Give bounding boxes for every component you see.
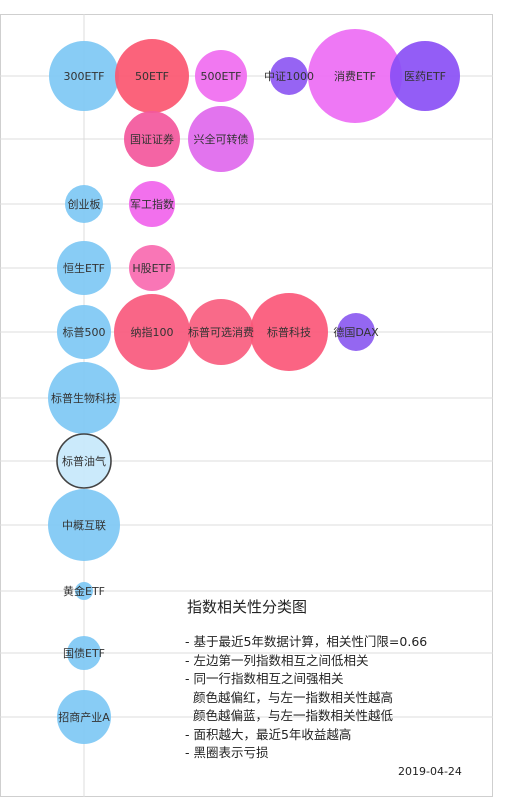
bubble-label: 中证1000 bbox=[264, 70, 314, 83]
bubble-军工指数 bbox=[129, 181, 175, 227]
bubble-标普生物科技 bbox=[48, 362, 120, 434]
bubble-label: 军工指数 bbox=[130, 197, 174, 211]
bubble-标普500 bbox=[57, 305, 111, 359]
bubble-医药ETF bbox=[390, 41, 460, 111]
bubble-纳指100 bbox=[114, 294, 190, 370]
bubble-标普油气 bbox=[56, 433, 112, 489]
bubble-label: 300ETF bbox=[64, 70, 105, 83]
bubble-label: 国证证券 bbox=[130, 132, 174, 146]
bubble-label: 恒生ETF bbox=[63, 261, 105, 275]
bubble-label: 中概互联 bbox=[62, 519, 106, 532]
bubble-标普可选消费 bbox=[188, 299, 254, 365]
bubble-label: 500ETF bbox=[201, 70, 242, 83]
bubble-label: 黄金ETF bbox=[63, 584, 105, 598]
bubble-消费ETF bbox=[308, 29, 402, 123]
bubble-兴全可转债 bbox=[188, 106, 254, 172]
bubble-黄金ETF bbox=[75, 582, 93, 600]
bubble-label: 医药ETF bbox=[404, 70, 446, 83]
legend: 指数相关性分类图 - 基于最近5年数据计算，相关性门限=0.66 - 左边第一列… bbox=[185, 596, 485, 763]
bubble-label: 标普油气 bbox=[62, 454, 106, 468]
bubble-label: 标普科技 bbox=[267, 325, 311, 339]
bubble-中概互联 bbox=[48, 489, 120, 561]
plot-frame bbox=[0, 14, 493, 797]
bubble-label: 国债ETF bbox=[63, 646, 105, 660]
legend-line: - 基于最近5年数据计算，相关性门限=0.66 bbox=[185, 634, 428, 649]
bubble-label: 创业板 bbox=[68, 197, 101, 211]
bubble-label: 消费ETF bbox=[334, 69, 376, 83]
bubble-H股ETF bbox=[129, 245, 175, 291]
bubble-label: 纳指100 bbox=[131, 325, 174, 339]
legend-line: - 面积越大，最近5年收益越高 bbox=[185, 726, 352, 742]
bubble-恒生ETF bbox=[57, 241, 111, 295]
bubble-label: 招商产业A bbox=[58, 710, 110, 724]
bubble-国证证券 bbox=[124, 111, 180, 167]
bubble-label: 兴全可转债 bbox=[194, 132, 249, 146]
bubble-label: H股ETF bbox=[132, 262, 171, 275]
chart-date: 2019-04-24 bbox=[398, 765, 462, 778]
bubble-标普科技 bbox=[250, 293, 328, 371]
bubble-label: 标普可选消费 bbox=[188, 325, 254, 339]
bubble-国债ETF bbox=[67, 636, 101, 670]
legend-line: - 黑圈表示亏损 bbox=[185, 745, 269, 760]
bubble-300ETF bbox=[49, 41, 119, 111]
bubble-德国DAX bbox=[337, 313, 375, 351]
bubble-500ETF bbox=[195, 50, 247, 102]
bubble-中证1000 bbox=[270, 57, 308, 95]
legend-line: 颜色越偏蓝，与左一指数相关性越低 bbox=[185, 708, 393, 723]
bubble-label: 德国DAX bbox=[333, 325, 379, 339]
bubble-创业板 bbox=[65, 185, 103, 223]
bubble-label: 标普500 bbox=[63, 325, 106, 339]
legend-title: 指数相关性分类图 bbox=[187, 598, 308, 616]
bubble-招商产业A bbox=[57, 690, 111, 744]
bubble-label: 标普生物科技 bbox=[51, 391, 117, 405]
legend-line: - 左边第一列指数相互之间低相关 bbox=[185, 652, 369, 668]
bubble-50ETF bbox=[115, 39, 189, 113]
bubble-label: 50ETF bbox=[135, 70, 169, 83]
legend-line: 颜色越偏红，与左一指数相关性越高 bbox=[185, 689, 393, 705]
legend-line: - 同一行指数相互之间强相关 bbox=[185, 671, 344, 686]
